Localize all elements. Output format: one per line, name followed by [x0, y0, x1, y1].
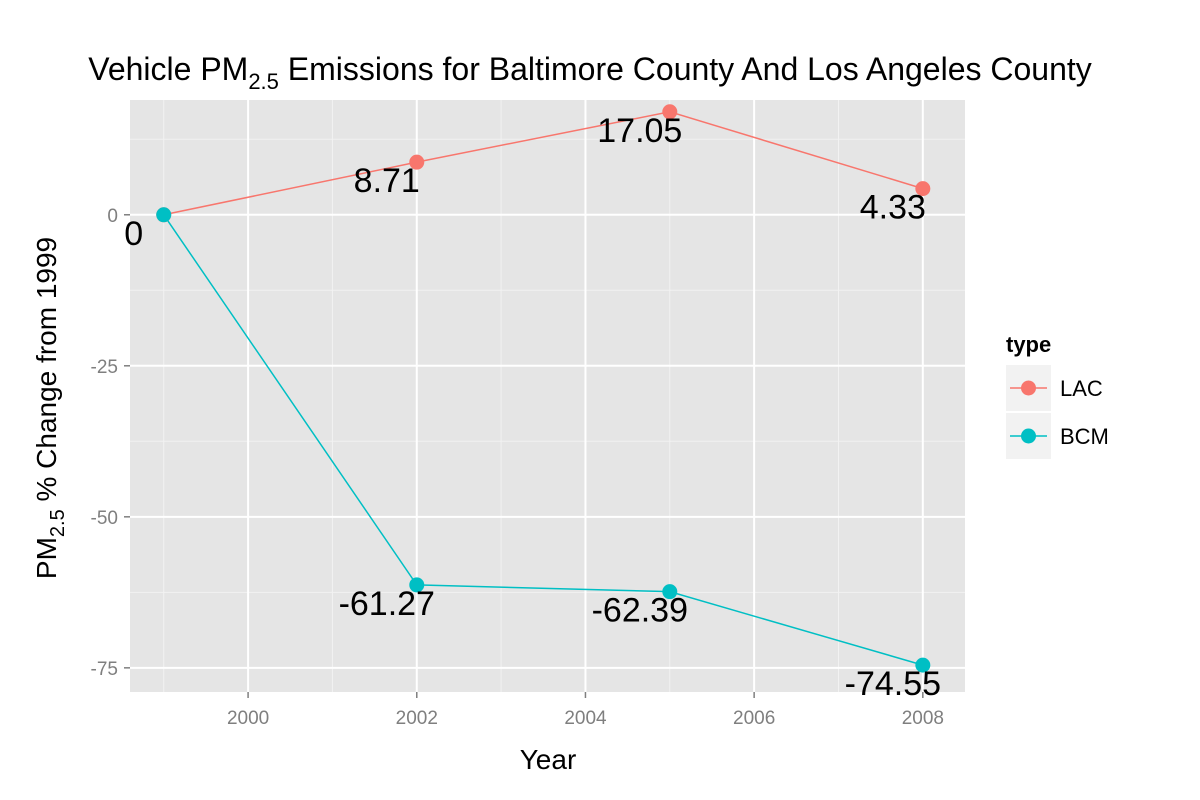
legend-title: type: [1006, 332, 1051, 357]
x-tick-label: 2008: [902, 708, 944, 729]
data-label-bcm: -61.27: [339, 585, 435, 623]
x-tick-label: 2006: [733, 708, 775, 729]
y-tick-label: -25: [91, 357, 118, 378]
data-point-lac: [915, 181, 931, 197]
legend-items: LAC BCM: [1006, 365, 1109, 459]
series-line-lac: [163, 111, 924, 216]
plot-panel: [130, 100, 965, 692]
grid-minor: [130, 100, 965, 692]
data-point-bcm: [409, 577, 425, 593]
series-line-bcm: [163, 214, 924, 666]
data-label-bcm: -62.39: [592, 592, 688, 630]
data-point-bcm: [156, 207, 172, 223]
legend-key-point: [1021, 428, 1036, 444]
chart-title-suffix: Emissions for Baltimore County And Los A…: [279, 51, 1092, 87]
x-tick-label: 2002: [396, 708, 438, 729]
series-lines: [163, 111, 924, 666]
data-labels: 0 8.71 17.05 4.33 -61.27 -62.39 -74.55: [124, 112, 941, 703]
y-axis-title: PM2.5 % Change from 1999: [31, 237, 69, 579]
y-axis-title-suffix: % Change from 1999: [31, 237, 62, 509]
chart-title: Vehicle PM2.5 Emissions for Baltimore Co…: [88, 51, 1092, 94]
data-label-lac: 17.05: [597, 112, 682, 150]
x-tick-label: 2000: [227, 708, 269, 729]
data-point-bcm: [662, 584, 678, 600]
legend-item-lac: LAC: [1006, 365, 1103, 411]
legend-item-bcm: BCM: [1006, 413, 1109, 459]
y-axis-ticks: 0 -25 -50 -75: [91, 206, 130, 680]
chart-title-subscript: 2.5: [248, 69, 279, 94]
x-axis-title: Year: [520, 744, 577, 775]
y-axis-title-prefix: PM: [31, 537, 62, 579]
y-tick-label: -75: [91, 659, 118, 680]
y-tick-label: -50: [91, 508, 118, 529]
legend: type LAC BCM: [1006, 332, 1109, 459]
legend-label-bcm: BCM: [1060, 424, 1109, 449]
legend-key-point: [1021, 380, 1036, 396]
y-axis-title-subscript: 2.5: [47, 509, 69, 537]
data-point-bcm: [915, 657, 931, 673]
data-label-lac: 4.33: [860, 189, 926, 227]
chart-title-prefix: Vehicle PM: [88, 51, 248, 87]
data-label-lac: 0: [124, 215, 143, 253]
x-axis-ticks: 2000 2002 2004 2006 2008: [227, 692, 944, 729]
series-points: [156, 104, 931, 673]
x-tick-label: 2004: [564, 708, 607, 729]
grid-major: [130, 100, 965, 692]
data-label-bcm: -74.55: [845, 665, 941, 703]
data-point-lac: [662, 104, 678, 120]
data-point-lac: [409, 154, 425, 170]
data-label-lac: 8.71: [354, 162, 420, 200]
legend-label-lac: LAC: [1060, 376, 1103, 401]
y-tick-label: 0: [107, 206, 118, 227]
